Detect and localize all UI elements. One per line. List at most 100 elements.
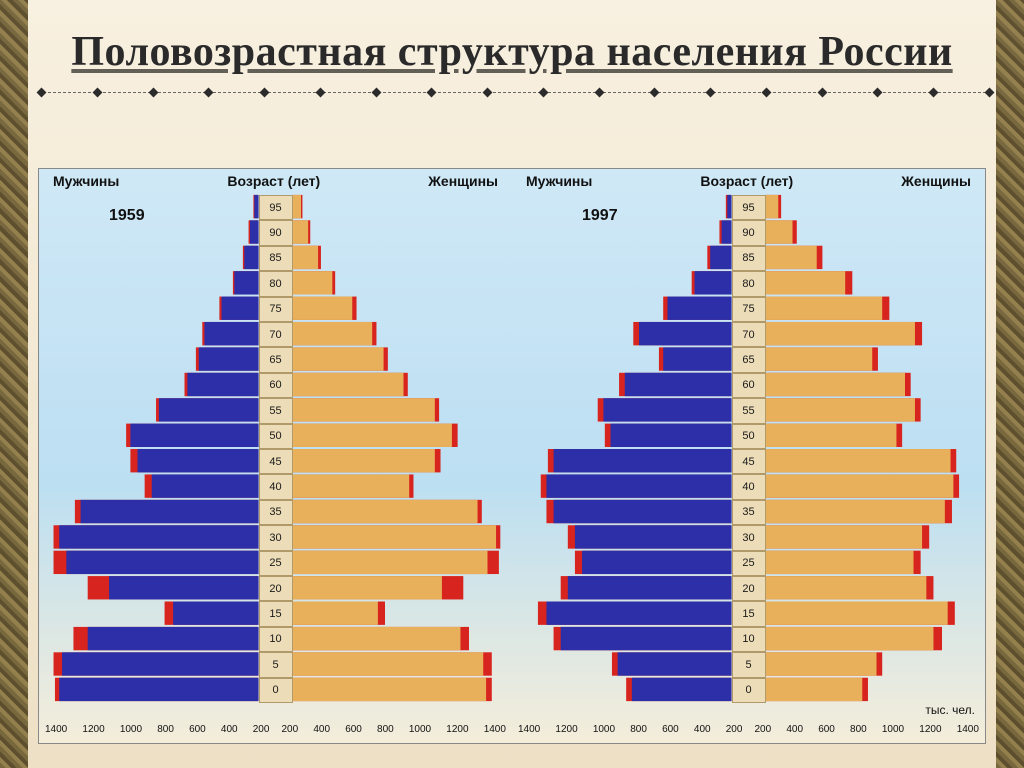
male-bar [138, 449, 259, 472]
age-cell: 35 [732, 500, 766, 525]
male-bar [81, 500, 259, 523]
border-left [0, 0, 28, 768]
age-cell: 45 [259, 449, 293, 474]
female-bar [292, 271, 332, 294]
female-bar [765, 652, 876, 675]
age-cell: 45 [732, 449, 766, 474]
decorative-divider [38, 88, 986, 98]
x-tick: 1200 [919, 724, 941, 735]
female-bar [765, 500, 944, 523]
unit-label: тыс. чел. [925, 703, 975, 717]
x-tick: 1200 [555, 724, 577, 735]
x-tick: 400 [694, 724, 711, 735]
x-tick: 1200 [446, 724, 468, 735]
male-bar [663, 347, 731, 370]
male-bar [62, 652, 258, 675]
female-bar [765, 398, 914, 421]
male-bar [575, 525, 732, 548]
female-bar [765, 297, 882, 320]
x-tick: 200 [253, 724, 270, 735]
x-tick: 200 [726, 724, 743, 735]
x-tick: 1400 [518, 724, 540, 735]
age-cell: 40 [732, 474, 766, 499]
age-cell: 35 [259, 500, 293, 525]
age-cell: 50 [732, 424, 766, 449]
male-bar [632, 678, 732, 701]
age-cell: 55 [732, 398, 766, 423]
divider-dot [538, 88, 548, 98]
age-cell: 60 [259, 373, 293, 398]
female-bar [765, 449, 950, 472]
x-axis: 1400120010008006004002002004006008001000… [39, 724, 512, 735]
female-bar [292, 373, 403, 396]
age-axis: 05101520253035404550556065707580859095 [259, 169, 293, 743]
female-bar [292, 525, 496, 548]
x-axis-left: 140012001000800600400200 [39, 724, 276, 735]
female-bar [292, 220, 308, 243]
male-bar [159, 398, 259, 421]
female-bar [292, 474, 409, 497]
female-bar [765, 525, 922, 548]
x-tick: 1000 [882, 724, 904, 735]
divider-dot [92, 88, 102, 98]
female-bar [292, 449, 434, 472]
female-bar [765, 678, 862, 701]
female-bar [765, 220, 792, 243]
x-tick: 1200 [82, 724, 104, 735]
age-cell: 85 [732, 246, 766, 271]
male-bar [546, 601, 731, 624]
female-bar [765, 347, 872, 370]
divider-dot [483, 88, 493, 98]
male-bar [722, 220, 732, 243]
male-bar [250, 220, 259, 243]
male-bar [244, 246, 258, 269]
x-tick: 200 [282, 724, 299, 735]
age-cell: 25 [732, 551, 766, 576]
male-bar [234, 271, 258, 294]
female-bar [765, 601, 947, 624]
age-cell: 30 [732, 525, 766, 550]
x-tick: 1400 [484, 724, 506, 735]
female-bar [292, 627, 460, 650]
age-cell: 70 [259, 322, 293, 347]
pyramids-container: МужчиныВозраст (лет)Женщины1959051015202… [39, 169, 985, 743]
female-bar [292, 652, 483, 675]
female-bar [292, 576, 441, 599]
x-tick: 1000 [409, 724, 431, 735]
male-bar [611, 424, 732, 447]
male-bar [603, 398, 731, 421]
female-bar [292, 347, 383, 370]
x-axis: 1400120010008006004002002004006008001000… [512, 724, 985, 735]
x-tick: 800 [630, 724, 647, 735]
male-bar [199, 347, 259, 370]
female-bar [292, 246, 318, 269]
female-bar [765, 271, 845, 294]
age-cell: 5 [259, 652, 293, 677]
x-axis-right: 200400600800100012001400 [276, 724, 513, 735]
male-bar [710, 246, 731, 269]
divider-dot [371, 88, 381, 98]
male-bar [695, 271, 732, 294]
x-tick: 400 [221, 724, 238, 735]
divider-dot [650, 88, 660, 98]
divider-dot [706, 88, 716, 98]
x-tick: 400 [786, 724, 803, 735]
age-cell: 20 [259, 576, 293, 601]
chart-area: МужчиныВозраст (лет)Женщины1959051015202… [38, 168, 986, 744]
female-bar [765, 576, 926, 599]
x-tick: 1400 [957, 724, 979, 735]
divider-dot [873, 88, 883, 98]
male-bar [109, 576, 258, 599]
age-cell: 95 [732, 195, 766, 220]
age-cell: 75 [259, 297, 293, 322]
age-cell: 40 [259, 474, 293, 499]
age-cell: 95 [259, 195, 293, 220]
age-cell: 65 [259, 347, 293, 372]
female-bar [765, 195, 778, 218]
divider-dot [260, 88, 270, 98]
divider-dot [315, 88, 325, 98]
x-tick: 600 [818, 724, 835, 735]
male-bar [130, 424, 258, 447]
x-tick: 600 [662, 724, 679, 735]
age-cell: 0 [259, 678, 293, 703]
